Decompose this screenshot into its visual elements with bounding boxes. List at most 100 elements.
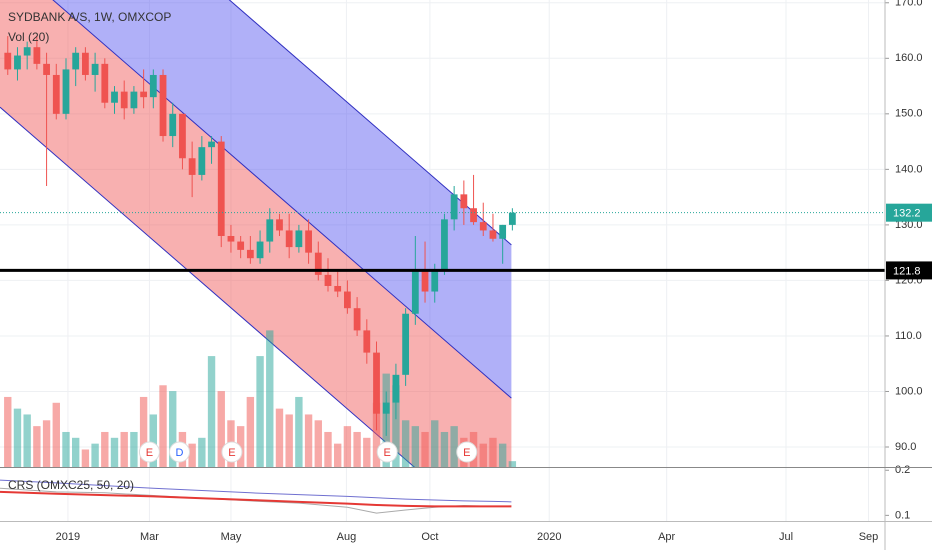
candle-body (101, 63, 109, 103)
volume-bar (110, 437, 119, 467)
candle-body (266, 219, 274, 242)
y-tick-label: 0.2 (895, 464, 910, 476)
price-label-box (886, 203, 932, 222)
candle-body (373, 352, 380, 414)
volume-bar (169, 391, 177, 467)
volume-bar (489, 437, 497, 467)
candle-body (489, 230, 497, 239)
volume-bar (275, 408, 284, 467)
x-tick-label: Aug (337, 531, 357, 543)
volume-bar (13, 408, 22, 467)
event-label: E (228, 447, 235, 459)
volume-bar (72, 437, 80, 467)
y-tick-label: 90.0 (895, 441, 916, 453)
event-label: E (463, 447, 470, 459)
candle-body (198, 147, 206, 175)
volume-bar (81, 449, 90, 467)
volume-bar (159, 385, 167, 467)
candle-body (392, 374, 400, 403)
y-tick-label: 110.0 (895, 330, 922, 342)
candle-body (324, 274, 332, 286)
candle-body (295, 230, 303, 248)
volume-bar (314, 420, 322, 467)
candle-body (256, 241, 264, 259)
volume-bar (372, 402, 381, 467)
volume-bar (33, 426, 41, 467)
candle-body (130, 91, 138, 109)
channel-line (0, 106, 415, 467)
candle-body (91, 63, 99, 75)
candle-body (237, 241, 245, 250)
volume-bar (324, 431, 332, 467)
candle-body (140, 91, 148, 98)
volume-bar (207, 356, 216, 467)
candle-body (460, 194, 468, 209)
volume-bar (130, 431, 138, 467)
event-marker (138, 441, 160, 463)
event-label: E (146, 447, 153, 459)
price-label: 132.2 (893, 208, 921, 220)
x-tick-label: Mar (140, 531, 159, 543)
x-tick-label: 2020 (537, 531, 561, 543)
candle-body (188, 158, 196, 175)
candle-body (149, 74, 157, 98)
volume-bar (421, 431, 429, 467)
volume-bar (363, 437, 371, 467)
volume-bar (334, 443, 342, 467)
event-label: D (176, 447, 184, 459)
y-tick-label: 0.1 (895, 509, 910, 521)
chart-title: SYDBANK A/S, 1W, OMXCOP (8, 10, 171, 24)
x-tick-label: 2019 (56, 531, 80, 543)
volume-bar (401, 420, 410, 467)
candle-body (23, 47, 31, 56)
indicator-line (0, 479, 512, 503)
price-label-box (886, 261, 932, 280)
volume-bar (431, 420, 439, 467)
volume-bar (450, 426, 458, 467)
candle-body (421, 269, 429, 292)
candle-body (217, 141, 225, 236)
candle-body (441, 219, 448, 270)
volume-bar (411, 426, 420, 467)
volume-bar (266, 330, 274, 467)
candle-body (431, 269, 439, 292)
candle-body (363, 330, 371, 353)
event-marker (221, 441, 243, 463)
indicator-line (0, 490, 512, 508)
volume-bar (52, 402, 60, 467)
channel-line (228, 0, 512, 246)
candle-body (314, 252, 322, 275)
volume-bar (188, 443, 196, 467)
candle-body (120, 91, 128, 109)
volume-bar (198, 437, 206, 467)
candle-body (169, 113, 177, 137)
candle-body (499, 224, 507, 239)
x-tick-label: Sep (859, 531, 879, 543)
volume-bar (120, 431, 128, 467)
volume-bar (498, 443, 507, 467)
candle-body (43, 63, 50, 75)
event-marker (169, 441, 191, 463)
candle-body (227, 235, 235, 242)
candle-body (479, 222, 487, 231)
y-tick-label: 150.0 (895, 108, 923, 120)
candle-body (179, 113, 186, 159)
channel-lower-band (0, 0, 512, 467)
event-label: E (384, 447, 391, 459)
x-tick-label: Oct (421, 531, 438, 543)
indicator-pane (0, 468, 870, 521)
candle-body (353, 308, 361, 331)
candle-body (411, 269, 419, 314)
candle-body (111, 91, 118, 103)
candle-body (159, 74, 167, 137)
volume-bar (4, 396, 12, 467)
y-tick-label: 140.0 (895, 163, 923, 175)
volume-bar (343, 426, 352, 467)
candle-body (508, 212, 516, 225)
x-tick-label: May (221, 531, 242, 543)
candle-body (334, 285, 342, 292)
candle-body (305, 230, 312, 253)
y-tick-label: 130.0 (895, 219, 923, 231)
